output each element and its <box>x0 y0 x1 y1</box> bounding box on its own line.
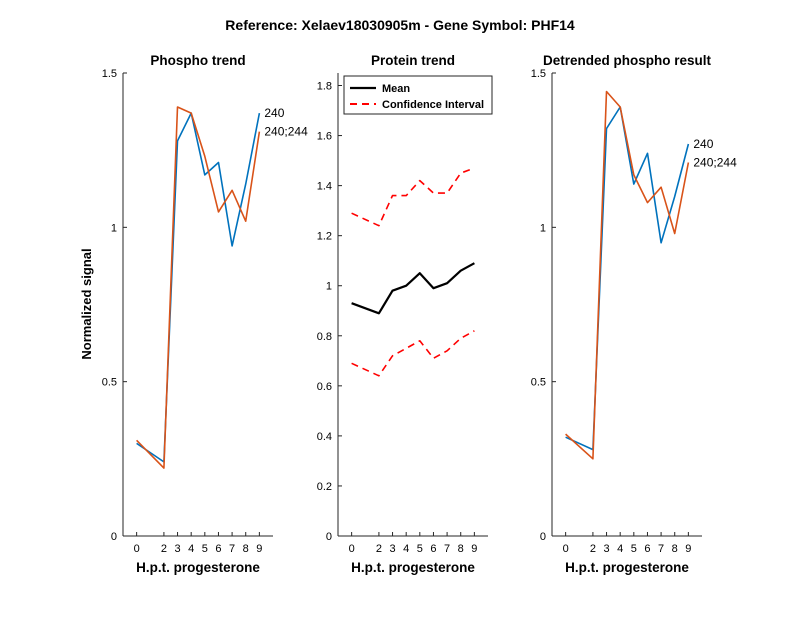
panel-title: Protein trend <box>371 53 455 68</box>
y-tick-label: 0.5 <box>531 377 546 389</box>
y-tick-label: 1.6 <box>317 131 332 143</box>
x-tick-label: 3 <box>389 543 395 555</box>
x-tick-label: 4 <box>617 543 623 555</box>
y-axis-label: Normalized signal <box>79 248 94 359</box>
x-tick-label: 6 <box>430 543 436 555</box>
series-line-1 <box>565 106 690 451</box>
x-tick-label: 7 <box>229 543 235 555</box>
series-end-label: 240;244 <box>693 156 737 170</box>
series-line-3 <box>351 330 475 377</box>
y-tick-label: 1.5 <box>531 68 546 80</box>
y-tick-label: 1.5 <box>102 68 117 80</box>
y-tick-label: 0 <box>111 531 117 543</box>
x-tick-label: 5 <box>631 543 637 555</box>
series-end-label: 240;244 <box>264 125 308 139</box>
x-tick-label: 7 <box>658 543 664 555</box>
series-line-1 <box>351 262 475 315</box>
y-tick-label: 1.2 <box>317 231 332 243</box>
x-tick-label: 3 <box>174 543 180 555</box>
x-tick-label: 4 <box>403 543 409 555</box>
x-tick-label: 9 <box>685 543 691 555</box>
y-tick-label: 0 <box>326 531 332 543</box>
x-tick-label: 8 <box>672 543 678 555</box>
series-line-2 <box>565 90 690 460</box>
y-tick-label: 1.8 <box>317 81 332 93</box>
x-tick-label: 0 <box>349 543 355 555</box>
y-tick-label: 0.6 <box>317 381 332 393</box>
x-tick-label: 5 <box>417 543 423 555</box>
x-tick-label: 2 <box>161 543 167 555</box>
y-tick-label: 0.8 <box>317 331 332 343</box>
y-tick-label: 1 <box>111 222 117 234</box>
x-tick-label: 8 <box>458 543 464 555</box>
panel-title: Phospho trend <box>150 53 245 68</box>
legend-label-mean: Mean <box>382 83 410 95</box>
y-tick-label: 1.4 <box>317 181 332 193</box>
y-tick-label: 0 <box>540 531 546 543</box>
x-tick-label: 0 <box>134 543 140 555</box>
x-tick-label: 9 <box>256 543 262 555</box>
x-tick-label: 4 <box>188 543 194 555</box>
x-tick-label: 5 <box>202 543 208 555</box>
panel-2: Protein trend 0 0.2 0.4 0.6 0.8 1 1.2 1.4 1.6 1.8 0… <box>317 53 493 575</box>
x-tick-label: 3 <box>603 543 609 555</box>
x-tick-label: 6 <box>644 543 650 555</box>
y-tick-label: 0.2 <box>317 481 332 493</box>
series-line-2 <box>351 167 475 227</box>
x-tick-label: 7 <box>444 543 450 555</box>
series-line-1 <box>136 112 261 463</box>
panel-3: Detrended phospho result 0 0.5 1 1.5 0 2 3 4 5 6 7 8… <box>531 53 737 575</box>
series-line-2 <box>136 106 261 469</box>
y-tick-label: 1 <box>326 281 332 293</box>
y-tick-label: 0.5 <box>102 377 117 389</box>
x-axis-label: H.p.t. progesterone <box>351 560 475 575</box>
legend-box <box>343 75 493 115</box>
x-axis-label: H.p.t. progesterone <box>565 560 689 575</box>
figure-title: Reference: Xelaev18030905m - Gene Symbol… <box>225 17 575 33</box>
series-end-label: 240 <box>693 137 713 151</box>
panel-1: Phospho trend 0 0.5 1 1.5 0 2 3 4 5 6 7 8 9 H.p.t. pro… <box>102 53 308 575</box>
y-tick-label: 1 <box>540 222 546 234</box>
x-tick-label: 2 <box>590 543 596 555</box>
x-axis-label: H.p.t. progesterone <box>136 560 260 575</box>
x-tick-label: 0 <box>563 543 569 555</box>
x-tick-label: 8 <box>243 543 249 555</box>
x-tick-label: 6 <box>215 543 221 555</box>
y-tick-label: 0.4 <box>317 431 332 443</box>
x-tick-label: 2 <box>376 543 382 555</box>
panel-title: Detrended phospho result <box>543 53 712 68</box>
legend-label-ci: Confidence Interval <box>382 99 484 111</box>
series-end-label: 240 <box>264 106 284 120</box>
x-tick-label: 9 <box>471 543 477 555</box>
